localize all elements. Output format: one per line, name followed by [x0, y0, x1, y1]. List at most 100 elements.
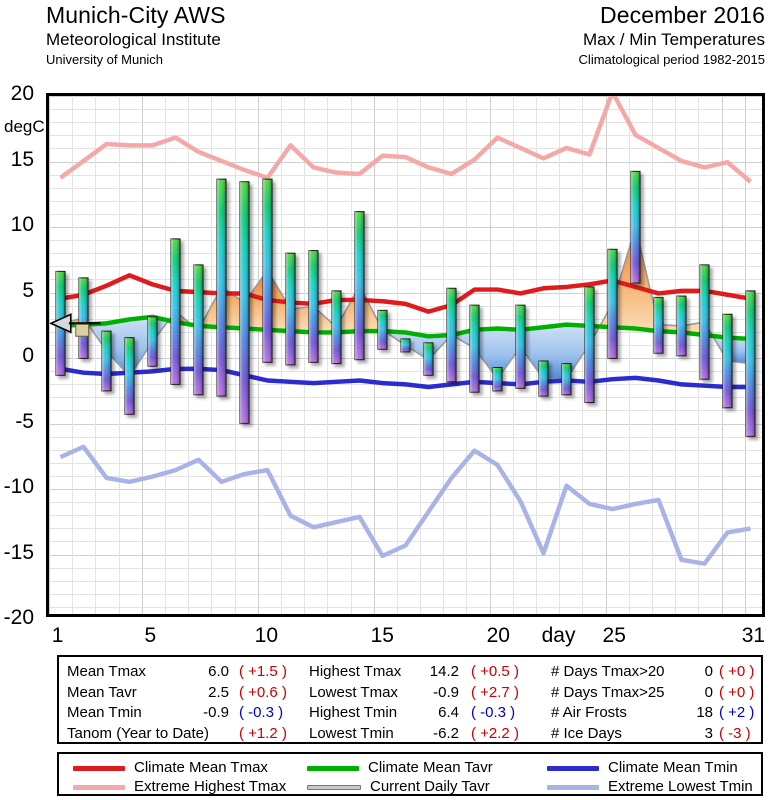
- bar-highlight: [216, 179, 227, 397]
- gridline-horizontal: [49, 528, 762, 530]
- gridline-horizontal: [49, 371, 762, 373]
- bar-highlight: [584, 286, 595, 403]
- stat-label: Tanom (Year to Date): [67, 724, 210, 742]
- statistics-table: Mean Tmax 6.0 ( +1.5 ) Highest Tmax 14.2 ( +0…: [57, 655, 763, 744]
- bar-highlight: [538, 361, 549, 397]
- bar-day-30: [722, 313, 733, 409]
- stat-value: 6.4: [438, 704, 459, 721]
- gridline-horizontal: [49, 161, 762, 163]
- x-axis-tick-15: 15: [370, 624, 394, 647]
- bar-day-8: [216, 178, 227, 397]
- month-title: December 2016: [600, 2, 765, 28]
- bar-highlight: [630, 171, 641, 284]
- stat-label: Lowest Tmin: [309, 724, 394, 742]
- legend-item: Extreme Highest Tmax: [73, 778, 286, 796]
- gridline-horizontal: [49, 397, 762, 399]
- bar-highlight: [78, 277, 89, 359]
- bar-day-26: [630, 170, 641, 284]
- stat-label: Mean Tmin: [67, 704, 142, 721]
- bar-day-21: [515, 304, 526, 389]
- legend-color-swatch: [547, 784, 599, 790]
- stat-value: 6.0: [208, 663, 229, 680]
- stat-label: Lowest Tmax: [309, 683, 398, 701]
- bar-day-10: [262, 178, 273, 363]
- bar-highlight: [239, 181, 250, 424]
- gridline-vertical: [304, 96, 306, 614]
- mean-tavr-arrow-marker: [49, 313, 101, 337]
- stat-anomaly: ( +2 ): [719, 704, 755, 721]
- gridline-horizontal: [49, 279, 762, 281]
- gridline-vertical: [698, 96, 700, 614]
- bar-day-29: [699, 264, 710, 380]
- bar-highlight: [446, 288, 457, 382]
- bar-day-24: [584, 286, 595, 404]
- stat-value: 14.2: [429, 663, 459, 680]
- bar-day-3: [101, 330, 112, 392]
- gridline-horizontal: [49, 240, 762, 242]
- y-axis-tick--20: -20: [3, 606, 34, 629]
- legend-label: Extreme Lowest Tmin: [608, 778, 753, 795]
- line-extreme-lowest-tmin: [59, 444, 751, 566]
- bar-highlight: [285, 253, 296, 365]
- stat-anomaly: ( +2.7 ): [471, 683, 519, 701]
- line-climate-mean-tmin: [60, 366, 751, 390]
- header-right-block: December 2016 Max / Min Temperatures Cli…: [579, 2, 765, 69]
- gridline-vertical: [721, 96, 723, 614]
- gridline-horizontal: [49, 515, 762, 517]
- bar-day-6: [170, 238, 181, 385]
- y-axis-tick--10: -10: [3, 475, 34, 498]
- stat-anomaly: ( +0 ): [719, 663, 755, 680]
- stat-label: Highest Tmin: [309, 704, 398, 721]
- y-axis-tick-0: 0: [22, 344, 34, 367]
- gridline-vertical: [373, 96, 375, 614]
- gridline-horizontal: [49, 423, 762, 425]
- legend-item: Current Daily Tavr: [307, 778, 490, 796]
- bar-day-25: [607, 248, 618, 359]
- gridline-horizontal: [49, 96, 762, 97]
- gridline-vertical: [652, 96, 654, 614]
- gridline-horizontal: [49, 567, 762, 569]
- chart-header: Munich-City AWS Meteorological Institute…: [0, 0, 775, 86]
- stat-value: 2.5: [208, 683, 229, 701]
- bar-day-16: [400, 338, 411, 353]
- legend-label: Climate Mean Tmin: [608, 759, 738, 776]
- bar-day-19: [469, 304, 480, 393]
- legend-label: Climate Mean Tmax: [134, 759, 268, 776]
- x-axis-tick-25: 25: [602, 624, 626, 647]
- stat-anomaly: ( -0.3 ): [239, 704, 284, 721]
- gridline-horizontal: [49, 187, 762, 189]
- gridline-horizontal: [49, 593, 762, 595]
- gridline-vertical: [188, 96, 190, 614]
- bar-day-7: [193, 264, 204, 396]
- bar-day-17: [423, 342, 434, 376]
- gridline-horizontal: [49, 227, 762, 228]
- university-name: University of Munich: [46, 52, 164, 67]
- stat-anomaly: ( +1.5 ): [239, 663, 287, 680]
- bar-day-31: [745, 290, 756, 437]
- x-axis-labels: 1 5 10 15 20 25 31 day: [46, 624, 765, 654]
- legend-item: Climate Mean Tmin: [547, 759, 738, 777]
- bar-highlight: [101, 331, 112, 391]
- legend-color-swatch: [73, 765, 125, 771]
- bar-highlight: [193, 264, 204, 395]
- bar-day-4: [124, 337, 135, 415]
- legend-label: Current Daily Tavr: [370, 778, 490, 795]
- stat-value: -6.2: [433, 724, 459, 742]
- bar-highlight: [400, 338, 411, 352]
- grid-lines: [49, 96, 762, 614]
- bar-highlight: [722, 314, 733, 408]
- gridline-horizontal: [49, 436, 762, 438]
- header-left-block: Munich-City AWS Meteorological Institute…: [46, 2, 226, 69]
- x-axis-tick-1: 1: [51, 624, 64, 647]
- gridline-vertical: [95, 96, 97, 614]
- gridline-vertical: [466, 96, 468, 614]
- bar-highlight: [262, 179, 273, 363]
- gridline-horizontal: [49, 449, 762, 451]
- bar-day-15: [377, 309, 388, 350]
- bar-day-14: [354, 211, 365, 361]
- bar-day-12: [308, 250, 319, 363]
- bar-highlight: [745, 290, 756, 437]
- bar-highlight: [147, 316, 158, 367]
- gridline-horizontal: [49, 135, 762, 137]
- bar-highlight: [515, 305, 526, 389]
